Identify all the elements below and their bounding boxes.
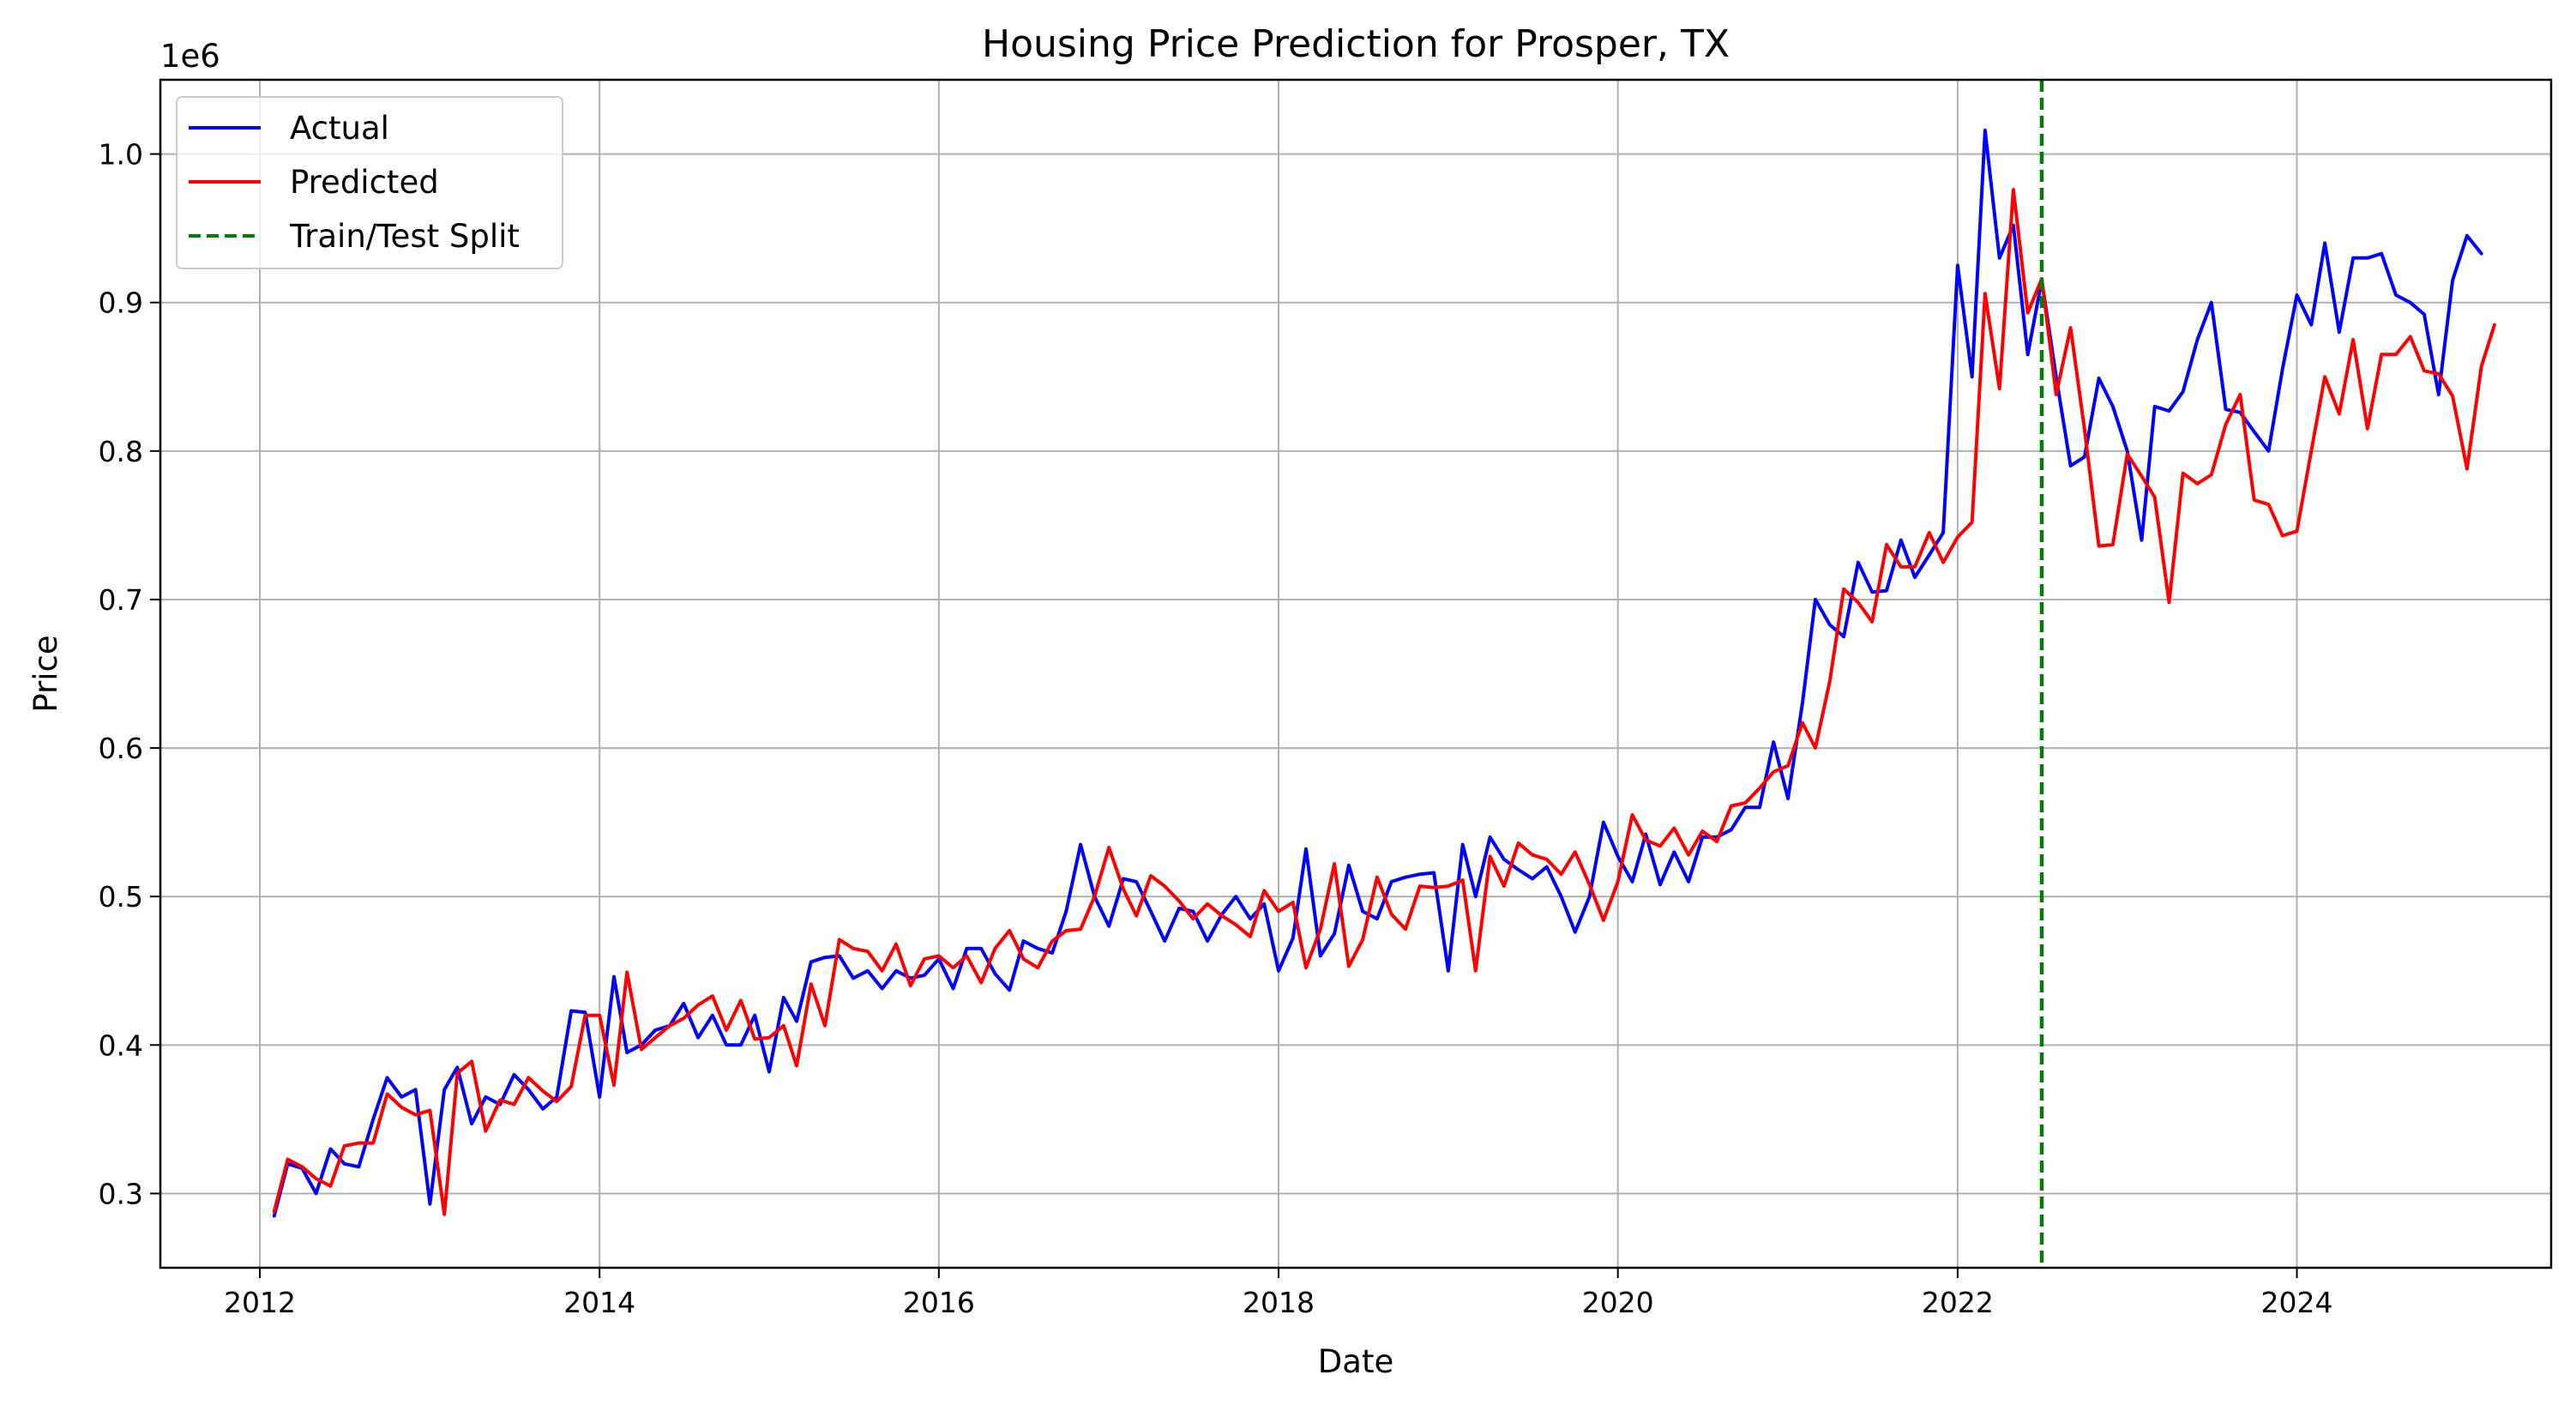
x-tick-label-2014: 2014 — [563, 1286, 635, 1319]
plot-area-frame — [159, 78, 2553, 1269]
x-tick-label-2020: 2020 — [1582, 1286, 1654, 1319]
x-tick-label-2018: 2018 — [1243, 1286, 1315, 1319]
legend-box — [176, 96, 563, 269]
y-tick-label-0.9: 0.9 — [99, 286, 143, 320]
legend-label-split: Train/Test Split — [289, 218, 520, 255]
y-tick-label-0.7: 0.7 — [99, 583, 143, 617]
legend: Actual Predicted Train/Test Split — [176, 96, 563, 269]
y-axis-label: Price — [27, 635, 64, 712]
y-axis-offset-label: 1e6 — [160, 38, 220, 75]
y-tick-label-0.6: 0.6 — [99, 732, 143, 765]
x-tick-label-2022: 2022 — [1922, 1286, 1994, 1319]
x-tick-label-2012: 2012 — [224, 1286, 296, 1319]
legend-label-actual: Actual — [290, 110, 389, 147]
chart-title: Housing Price Prediction for Prosper, TX — [982, 22, 1730, 66]
y-tick-label-0.8: 0.8 — [99, 435, 143, 468]
series-layer — [272, 128, 2496, 1218]
y-axis-ticks: 0.3 0.4 0.5 0.6 0.7 0.8 0.9 1.0 — [99, 138, 160, 1210]
grid-lines — [160, 80, 2551, 1268]
x-axis-label: Date — [1318, 1343, 1393, 1380]
y-tick-label-0.5: 0.5 — [99, 880, 143, 914]
y-tick-label-1.0: 1.0 — [99, 138, 143, 172]
x-tick-label-2024: 2024 — [2261, 1286, 2333, 1319]
x-axis-ticks: 2012 2014 2016 2018 2020 2022 2024 — [224, 1268, 2333, 1319]
y-tick-label-0.3: 0.3 — [99, 1177, 143, 1210]
x-tick-label-2016: 2016 — [903, 1286, 975, 1319]
legend-label-predicted: Predicted — [290, 164, 439, 201]
y-tick-label-0.4: 0.4 — [99, 1028, 143, 1062]
series-line-predicted — [272, 188, 2496, 1216]
